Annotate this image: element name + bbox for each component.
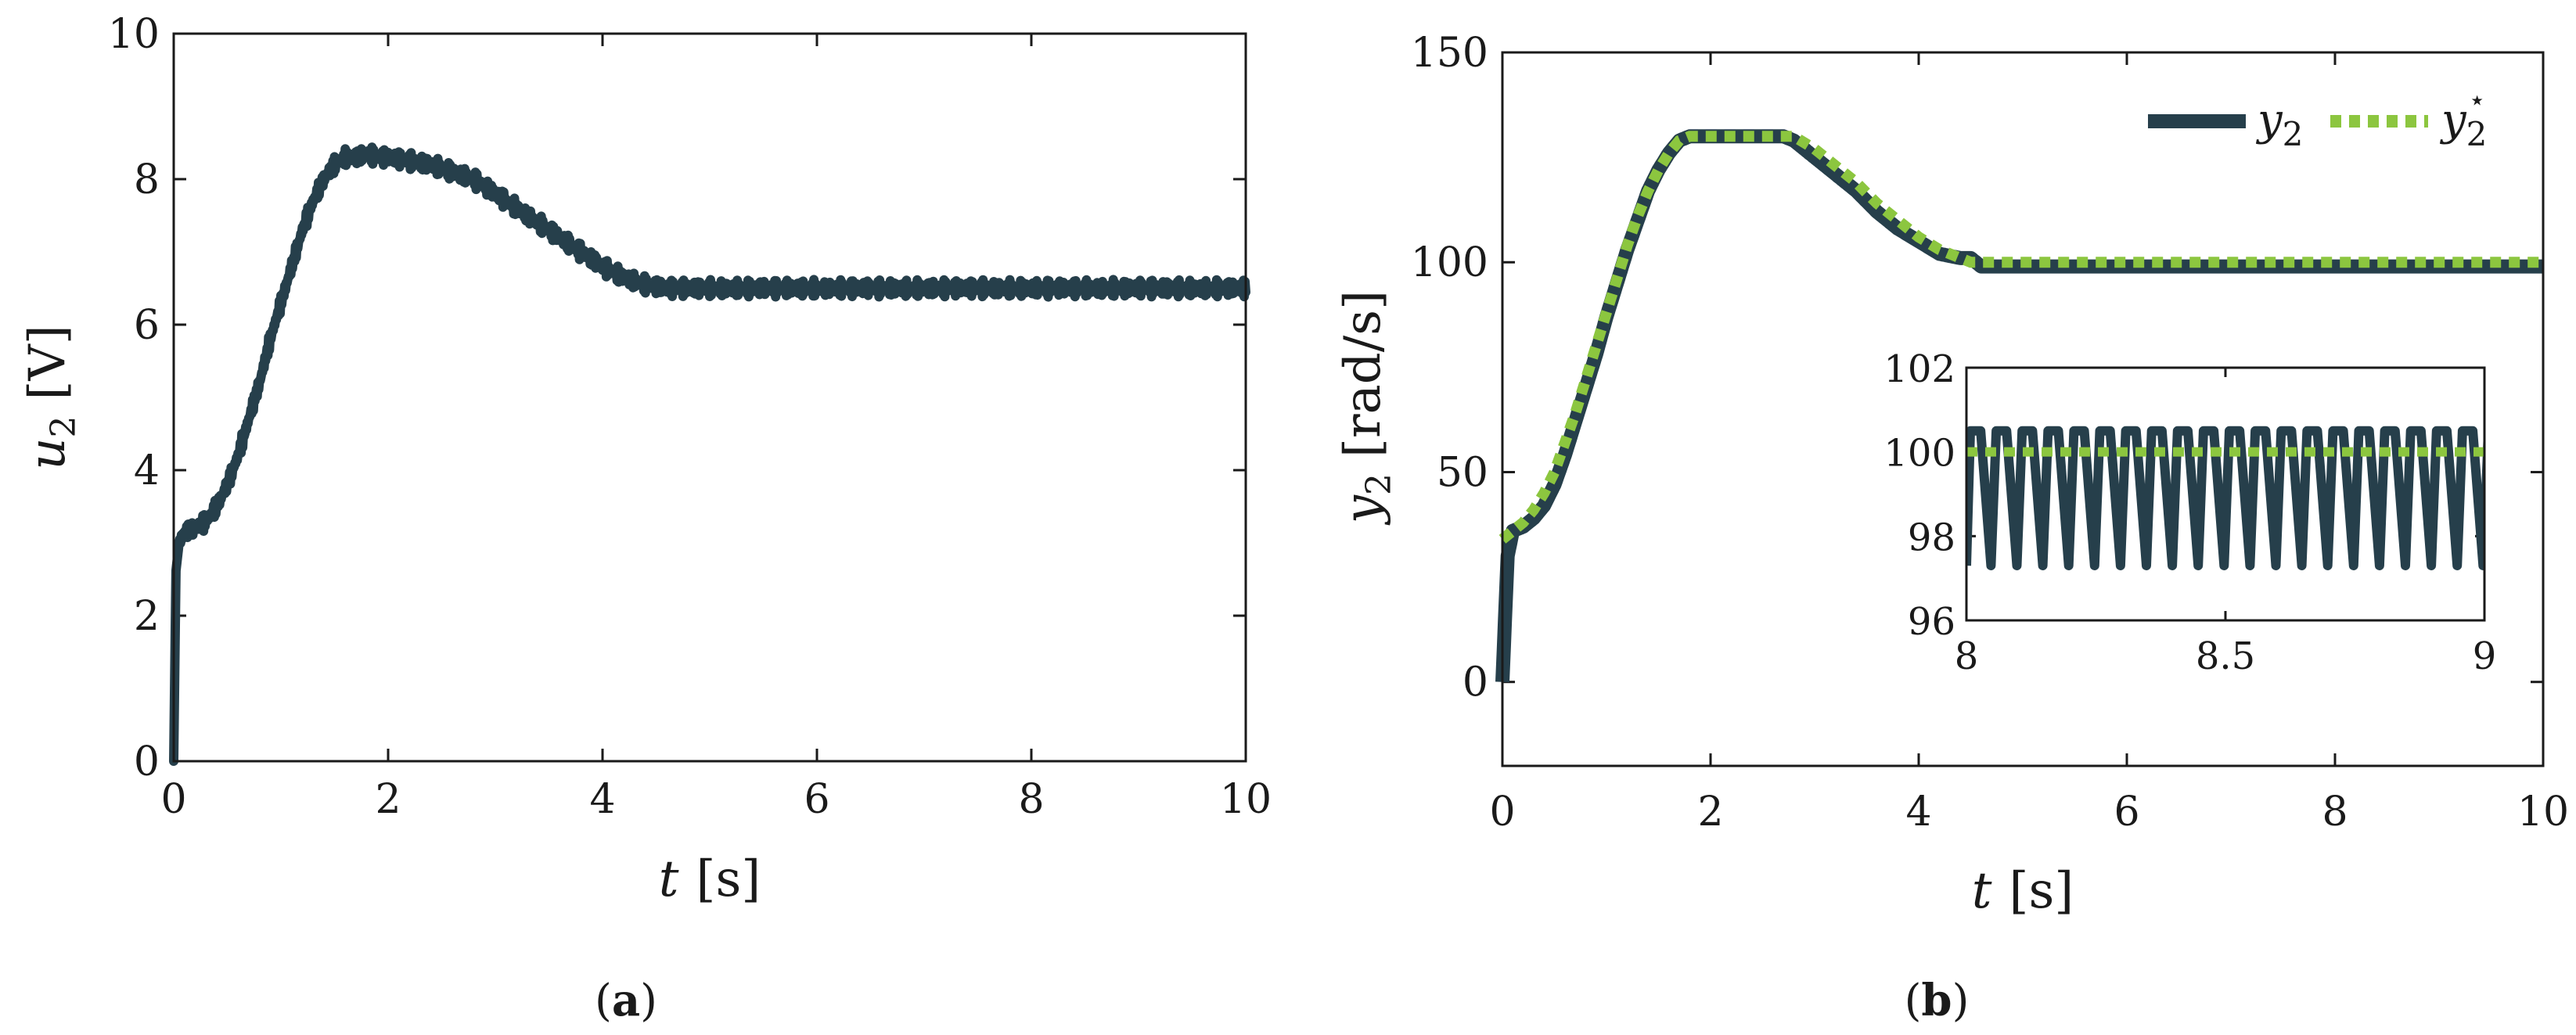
panel-b-xlabel: t [s] (1972, 862, 2074, 920)
b-xtick-label: 0 (1489, 789, 1515, 836)
legend-measured-label: y2 (2255, 95, 2303, 153)
panel-a-ylabel: u2[V] (19, 325, 84, 469)
inset-yticklabels: 96 98 100 102 (1883, 347, 1955, 644)
i-xtick-label: 9 (2473, 634, 2497, 678)
i-ytick-label: 98 (1908, 516, 1955, 559)
panel-a-yticklabels: 0 2 4 6 8 10 (108, 11, 160, 785)
a-xtick-label: 10 (1220, 776, 1272, 823)
a-xtick-label: 8 (1018, 776, 1044, 823)
b-xtick-label: 10 (2517, 789, 2569, 836)
b-xtick-label: 8 (2322, 789, 2348, 836)
b-xtick-label: 6 (2114, 789, 2139, 836)
a-ytick-label: 8 (134, 156, 160, 203)
panel-b-ylabel: y2[rad/s] (1334, 290, 1399, 526)
i-xtick-label: 8 (1955, 634, 1979, 678)
i-ytick-label: 102 (1883, 347, 1955, 391)
panel-b-yticklabels: 0 50 100 150 (1411, 30, 1488, 706)
inset-xticklabels: 8 8.5 9 (1955, 634, 2497, 678)
b-ytick-label: 100 (1411, 239, 1488, 286)
a-ytick-label: 0 (134, 739, 160, 785)
panel-a-xticklabels: 0 2 4 6 8 10 (160, 776, 1272, 823)
a-xtick-label: 6 (804, 776, 829, 823)
i-ytick-label: 100 (1883, 432, 1955, 476)
i-ytick-label: 96 (1908, 600, 1955, 644)
a-ytick-label: 6 (134, 302, 160, 349)
panel-a-xlabel: t [s] (659, 850, 761, 908)
b-ytick-label: 50 (1437, 449, 1488, 496)
panel-b-caption: (b) (1905, 975, 1970, 1026)
a-xtick-label: 0 (160, 776, 186, 823)
a-ytick-label: 4 (134, 447, 160, 494)
b-xtick-label: 4 (1905, 789, 1931, 836)
panel-a-axes-box (174, 34, 1246, 761)
panel-a-series-measured (174, 147, 1246, 761)
panel-a-series (174, 147, 1246, 761)
panel-a-caption: (a) (595, 975, 657, 1026)
a-xtick-label: 2 (375, 776, 401, 823)
panel-a: 0 2 4 6 8 10 0 2 4 6 8 10 t [s] u2[V] (a) (19, 11, 1272, 1026)
panel-b-legend: y2 y2⋆ (2148, 84, 2487, 153)
legend-reference-label: y2⋆ (2439, 84, 2487, 153)
a-ytick-label: 10 (108, 11, 160, 58)
a-xtick-label: 4 (589, 776, 615, 823)
panel-a-ticks (174, 34, 1246, 761)
b-ytick-label: 150 (1411, 30, 1488, 77)
panel-b-xticklabels: 0 2 4 6 8 10 (1489, 789, 2569, 836)
b-ytick-label: 0 (1462, 659, 1488, 706)
i-xtick-label: 8.5 (2196, 634, 2255, 678)
a-ytick-label: 2 (134, 593, 160, 640)
b-xtick-label: 2 (1697, 789, 1723, 836)
